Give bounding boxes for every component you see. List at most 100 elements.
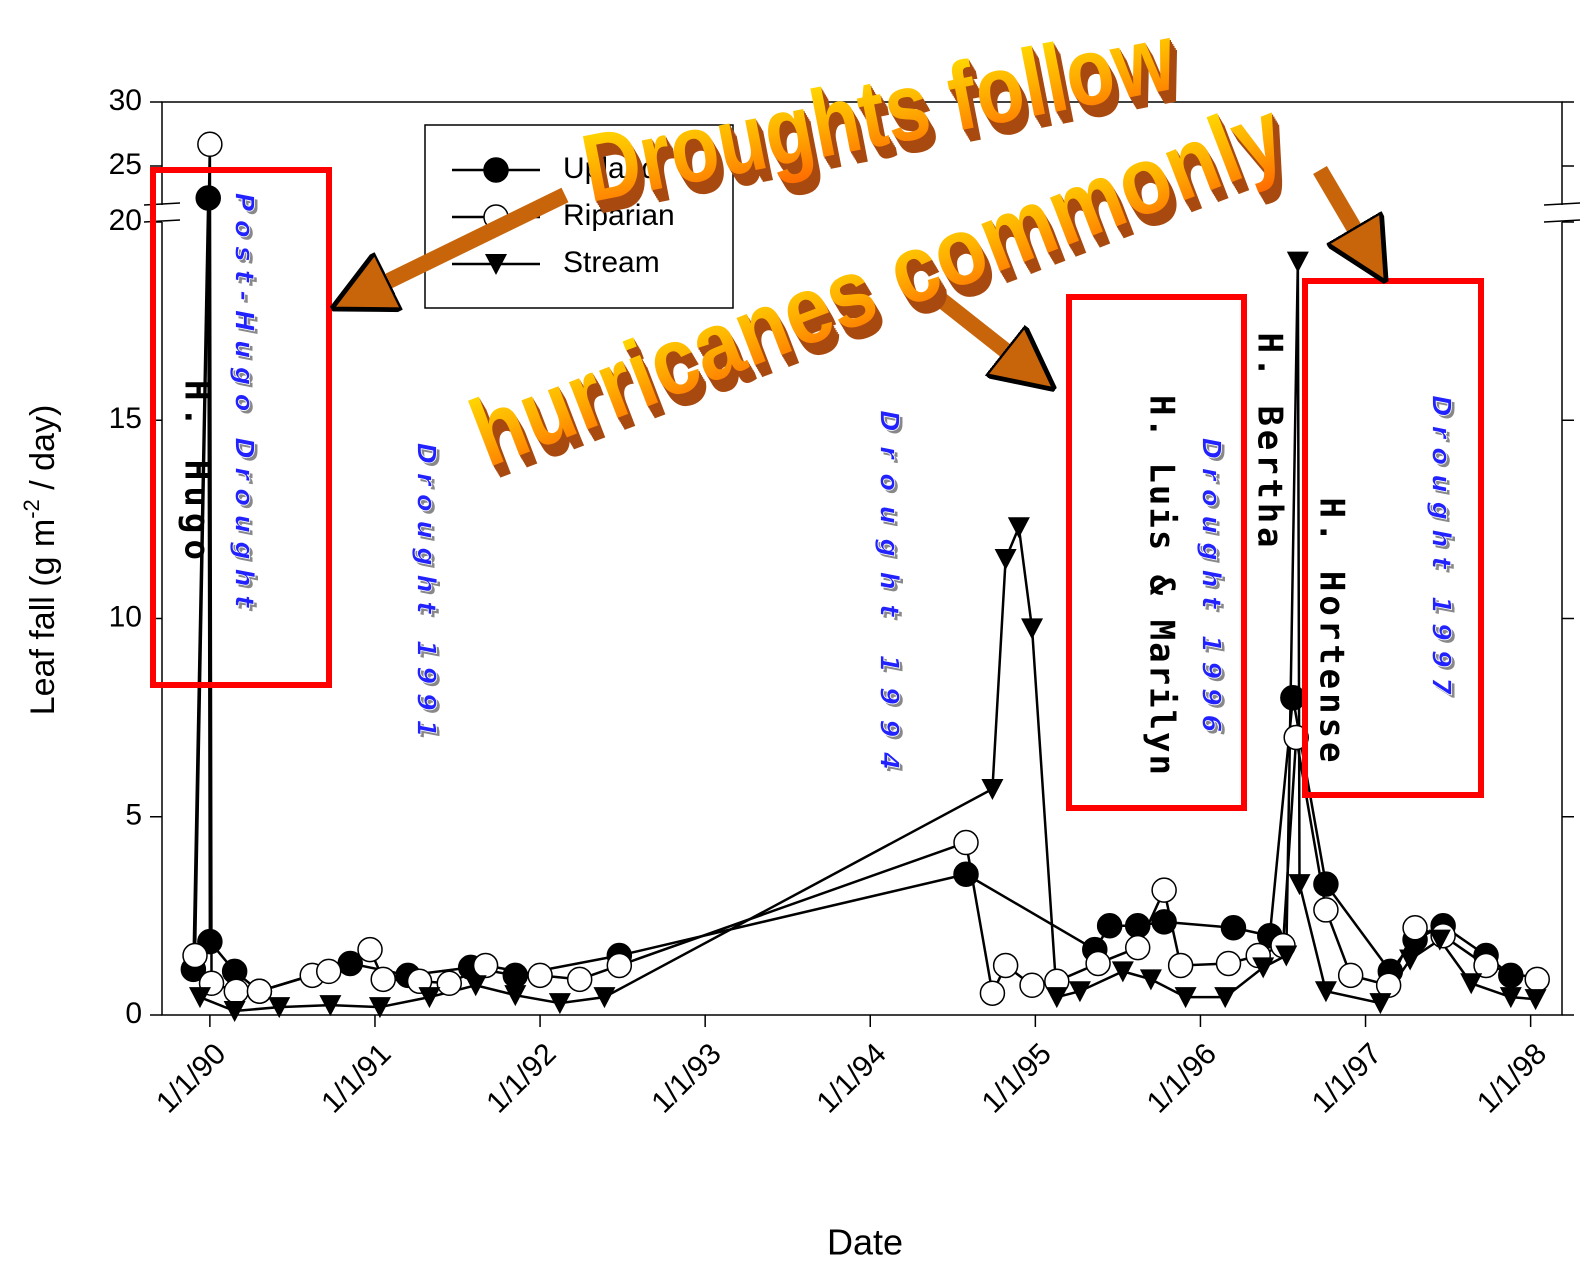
data-point <box>566 966 593 993</box>
data-point <box>953 861 979 887</box>
data-point <box>246 978 273 1004</box>
data-point <box>1399 949 1422 971</box>
hurricane-label: H. Hugo <box>177 380 217 560</box>
data-point <box>1167 952 1194 979</box>
data-point <box>1275 945 1298 967</box>
x-axis-label: Date <box>827 1222 903 1263</box>
data-point <box>195 185 221 211</box>
data-point <box>502 962 529 989</box>
y-tick-label: 30 <box>109 84 142 117</box>
data-point <box>1460 973 1483 995</box>
y-tick-label: 10 <box>109 600 142 633</box>
data-point <box>1369 993 1392 1015</box>
data-point <box>593 987 616 1009</box>
data-point <box>223 978 250 1004</box>
hurricane-label: H. Luis & Marilyn <box>1142 395 1182 775</box>
data-point <box>370 966 396 993</box>
data-point <box>1313 897 1339 923</box>
x-tick-label: 1/1/97 <box>1306 1037 1388 1119</box>
arrow <box>1313 165 1370 255</box>
data-point <box>1473 952 1499 979</box>
y-axis-label-part: Leaf fall (g m <box>24 519 62 716</box>
axis-break-mark <box>143 202 181 206</box>
y-tick-label: 0 <box>125 997 142 1030</box>
legend-label: Riparian <box>563 199 675 232</box>
data-point <box>1111 961 1134 983</box>
data-point <box>368 997 391 1019</box>
axis-break-mark <box>1543 202 1581 206</box>
data-point <box>1220 915 1247 941</box>
data-point <box>527 962 553 989</box>
data-point <box>188 987 211 1009</box>
data-point <box>504 985 527 1007</box>
highlight-box <box>1066 294 1247 811</box>
highlight-box <box>150 167 332 688</box>
data-point <box>953 829 979 856</box>
data-point <box>979 980 1006 1006</box>
data-point <box>992 952 1019 979</box>
data-point <box>994 549 1017 571</box>
y-tick-label: 25 <box>109 148 142 181</box>
data-point <box>268 997 291 1019</box>
y-tick-label: 15 <box>109 402 142 435</box>
y-axis-label-sup: -2 <box>19 499 44 519</box>
data-point <box>319 995 342 1017</box>
data-point <box>197 131 223 157</box>
data-point <box>1151 877 1177 903</box>
y-axis-label: Leaf fall (g m-2 / day) <box>19 405 62 716</box>
data-point <box>1286 251 1309 273</box>
data-point <box>1402 915 1428 941</box>
data-point <box>1068 981 1091 1003</box>
data-point <box>464 975 487 997</box>
data-point <box>418 987 441 1009</box>
data-point <box>223 1001 246 1023</box>
data-point <box>1314 981 1337 1003</box>
data-point <box>1252 957 1275 979</box>
data-point <box>1139 969 1162 991</box>
data-point <box>1045 987 1068 1009</box>
data-point <box>436 970 463 997</box>
data-point <box>1498 962 1524 989</box>
axis-break <box>1542 205 1582 222</box>
x-tick-label: 1/1/90 <box>150 1037 232 1119</box>
data-point <box>1124 913 1151 939</box>
data-point <box>1214 987 1237 1009</box>
x-tick-label: 1/1/95 <box>976 1037 1058 1119</box>
arrow <box>930 288 1030 370</box>
axis-break <box>142 205 182 222</box>
x-tick-label: 1/1/96 <box>1141 1037 1223 1119</box>
data-point <box>548 993 571 1015</box>
y-tick-label: 20 <box>109 204 142 237</box>
data-point <box>182 942 208 969</box>
data-point <box>1096 913 1123 939</box>
y-tick-label: 5 <box>125 799 142 832</box>
data-point <box>1499 987 1522 1009</box>
data-point <box>1085 950 1111 977</box>
plot-frame <box>161 101 1563 1016</box>
data-point <box>1019 972 1045 999</box>
data-point <box>1215 950 1242 977</box>
data-point <box>1313 871 1339 897</box>
arrow <box>360 187 569 295</box>
hurricane-label: H. Hortense <box>1312 498 1352 763</box>
x-tick-label: 1/1/94 <box>810 1037 892 1119</box>
data-point <box>357 936 383 963</box>
legend-marker <box>485 254 507 275</box>
data-point <box>1524 966 1550 993</box>
data-point <box>1174 987 1197 1009</box>
hurricane-label: H. Bertha <box>1250 333 1290 548</box>
data-point <box>1280 685 1306 711</box>
data-point <box>1337 962 1364 989</box>
data-point <box>472 952 499 979</box>
data-point <box>981 778 1004 800</box>
legend-label: Upland <box>563 152 658 185</box>
x-tick-label: 1/1/92 <box>480 1037 562 1119</box>
x-tick-label: 1/1/91 <box>315 1037 397 1119</box>
highlight-box <box>1302 278 1484 798</box>
data-point <box>1428 929 1451 951</box>
x-tick-label: 1/1/93 <box>645 1037 727 1119</box>
data-point <box>606 952 633 979</box>
x-tick-label: 1/1/98 <box>1471 1037 1553 1119</box>
